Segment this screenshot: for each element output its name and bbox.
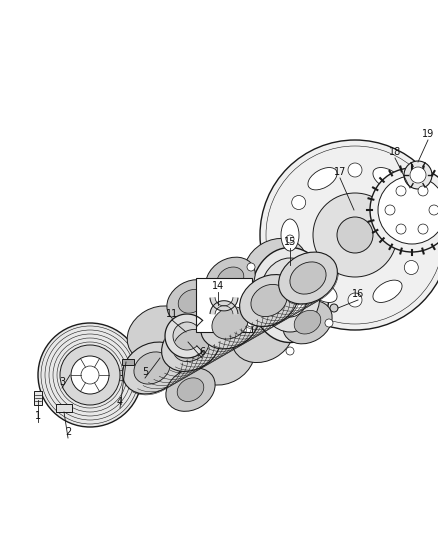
Text: 5: 5 — [142, 367, 148, 377]
Text: 11: 11 — [166, 309, 178, 319]
Circle shape — [292, 261, 306, 274]
Ellipse shape — [173, 329, 209, 361]
Ellipse shape — [294, 310, 321, 334]
Ellipse shape — [123, 342, 181, 394]
Ellipse shape — [162, 320, 220, 372]
Ellipse shape — [260, 258, 320, 332]
Text: 16: 16 — [352, 289, 364, 299]
Circle shape — [396, 224, 406, 234]
Circle shape — [410, 167, 426, 183]
Ellipse shape — [308, 167, 337, 190]
Text: 18: 18 — [389, 147, 401, 157]
Circle shape — [313, 193, 397, 277]
Circle shape — [418, 224, 428, 234]
Ellipse shape — [373, 280, 402, 302]
Circle shape — [404, 196, 418, 209]
Ellipse shape — [251, 285, 287, 317]
Circle shape — [325, 319, 333, 327]
Text: 19: 19 — [422, 129, 434, 139]
Ellipse shape — [217, 267, 244, 290]
Circle shape — [429, 205, 438, 215]
Circle shape — [260, 140, 438, 330]
Circle shape — [60, 345, 120, 405]
Circle shape — [247, 319, 255, 327]
Circle shape — [247, 263, 255, 271]
Ellipse shape — [272, 273, 308, 317]
Ellipse shape — [167, 280, 216, 323]
Circle shape — [330, 304, 338, 312]
Ellipse shape — [166, 368, 215, 411]
Text: 4: 4 — [117, 397, 123, 407]
Circle shape — [286, 235, 294, 243]
Ellipse shape — [283, 301, 332, 344]
Ellipse shape — [251, 247, 329, 343]
Circle shape — [348, 293, 362, 307]
Circle shape — [418, 186, 428, 196]
Circle shape — [404, 161, 432, 189]
Circle shape — [378, 176, 438, 244]
Text: 15: 15 — [284, 237, 296, 247]
Ellipse shape — [373, 167, 402, 190]
Ellipse shape — [178, 289, 205, 313]
Ellipse shape — [134, 352, 170, 384]
Circle shape — [396, 186, 406, 196]
Circle shape — [337, 217, 373, 253]
Text: 17: 17 — [334, 167, 346, 177]
Circle shape — [292, 196, 306, 209]
Ellipse shape — [411, 219, 429, 251]
Ellipse shape — [232, 307, 294, 362]
Circle shape — [370, 168, 438, 252]
Ellipse shape — [240, 274, 298, 326]
Circle shape — [71, 356, 109, 394]
Text: 6: 6 — [199, 347, 205, 357]
Polygon shape — [210, 298, 238, 311]
Ellipse shape — [244, 238, 306, 294]
Circle shape — [81, 366, 99, 384]
Ellipse shape — [290, 262, 326, 294]
Ellipse shape — [279, 252, 337, 304]
Circle shape — [286, 347, 294, 355]
Bar — [56, 404, 72, 412]
Text: 2: 2 — [65, 427, 71, 437]
Ellipse shape — [177, 378, 204, 401]
Polygon shape — [122, 359, 134, 365]
Ellipse shape — [193, 329, 255, 385]
Polygon shape — [210, 301, 238, 314]
Ellipse shape — [308, 280, 337, 302]
Text: 3: 3 — [59, 377, 65, 387]
Ellipse shape — [212, 307, 248, 339]
Circle shape — [38, 323, 142, 427]
Circle shape — [348, 163, 362, 177]
Polygon shape — [165, 314, 202, 358]
Ellipse shape — [281, 219, 299, 251]
Bar — [196, 278, 252, 332]
Text: 14: 14 — [212, 281, 224, 291]
Circle shape — [404, 261, 418, 274]
Circle shape — [385, 205, 395, 215]
Ellipse shape — [127, 306, 189, 361]
Text: 1: 1 — [35, 411, 41, 421]
Bar — [34, 391, 42, 405]
Ellipse shape — [206, 257, 255, 301]
Circle shape — [325, 263, 333, 271]
Ellipse shape — [201, 297, 259, 349]
